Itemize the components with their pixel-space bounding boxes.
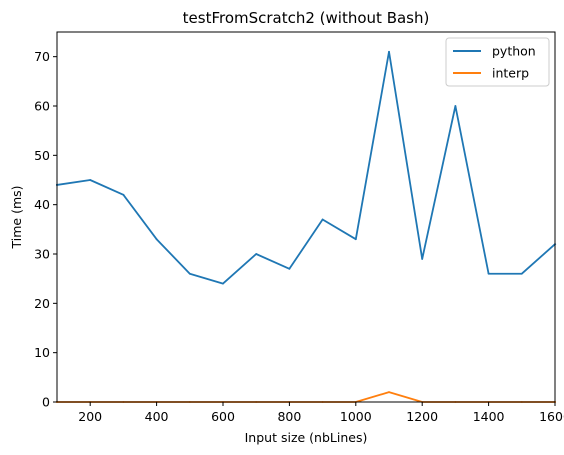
x-axis-label: Input size (nbLines) <box>245 430 368 445</box>
data-point-python <box>388 50 390 53</box>
x-tick-label: 800 <box>277 409 301 424</box>
data-point-python <box>122 193 125 196</box>
y-tick-label: 10 <box>34 345 50 360</box>
x-tick-label: 600 <box>211 409 235 424</box>
data-point-python <box>155 238 158 241</box>
legend-label-python: python <box>492 44 536 59</box>
data-point-python <box>188 272 191 275</box>
series-line-python <box>55 50 557 285</box>
y-axis-label: Time (ms) <box>9 185 24 249</box>
chart-title: testFromScratch2 (without Bash) <box>183 9 430 27</box>
x-tick-label: 400 <box>145 409 169 424</box>
x-tick-label: 1000 <box>340 409 372 424</box>
y-tick-label: 60 <box>34 99 50 114</box>
data-point-python <box>520 272 523 275</box>
y-tick-label: 30 <box>34 247 50 262</box>
data-point-python <box>421 258 424 260</box>
x-tick-label: 1200 <box>406 409 438 424</box>
axes-frame <box>56 31 556 403</box>
series-layer <box>55 50 557 403</box>
y-tick-label: 70 <box>34 49 50 64</box>
data-point-python <box>255 253 258 255</box>
data-point-interp <box>388 391 390 394</box>
x-tick-label: 200 <box>78 409 102 424</box>
y-tick-label: 50 <box>34 148 50 163</box>
series-line-interp <box>56 391 556 403</box>
data-point-python <box>487 272 490 275</box>
legend-label-interp: interp <box>492 66 529 81</box>
data-point-python <box>288 267 291 270</box>
data-point-python <box>354 238 357 241</box>
data-point-python <box>321 218 324 221</box>
y-tick-label: 20 <box>34 296 50 311</box>
y-axis-ticks: 0 10 20 30 40 50 60 70 <box>34 49 57 410</box>
data-point-python <box>454 105 457 107</box>
legend: python interp <box>445 37 550 87</box>
x-tick-label: 1400 <box>473 409 505 424</box>
y-tick-label: 0 <box>42 395 50 410</box>
data-point-python <box>222 282 224 285</box>
data-point-python <box>89 179 92 181</box>
y-tick-label: 40 <box>34 197 50 212</box>
